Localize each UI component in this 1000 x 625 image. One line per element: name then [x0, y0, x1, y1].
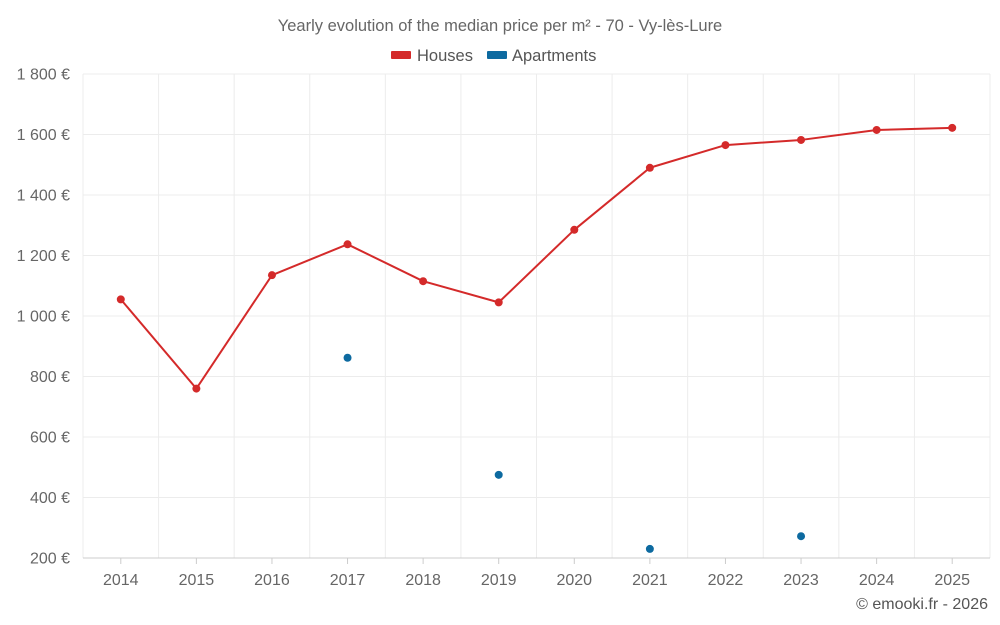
data-point-houses — [267, 271, 276, 280]
plot-area — [116, 123, 957, 553]
data-point-houses — [116, 295, 125, 304]
legend: Houses Apartments — [391, 47, 596, 65]
x-axis: 2014 2015 2016 2017 2018 2019 2020 2021 2022 2023… — [83, 557, 990, 589]
y-tick-label: 1 400 € — [17, 188, 70, 205]
x-tick-label: 2019 — [481, 572, 517, 589]
legend-item-apartments[interactable]: Apartments — [487, 47, 596, 65]
legend-swatch-apartments — [487, 51, 507, 59]
x-tick-label: 2015 — [179, 572, 215, 589]
credit: © emooki.fr - 2026 — [856, 596, 988, 613]
chart-title: Yearly evolution of the median price per… — [278, 17, 723, 35]
y-tick-label: 1 000 € — [17, 309, 70, 326]
x-tick-label: 2023 — [783, 572, 819, 589]
y-tick-label: 1 800 € — [17, 67, 70, 84]
x-tick-label: 2016 — [254, 572, 290, 589]
data-point-houses — [494, 298, 503, 307]
y-tick-label: 800 € — [30, 369, 70, 386]
x-tick-label: 2021 — [632, 572, 668, 589]
x-tick-label: 2014 — [103, 572, 139, 589]
series-line-houses — [120, 126, 953, 390]
x-tick-label: 2025 — [934, 572, 970, 589]
data-point-houses — [645, 163, 654, 172]
data-point-apartments — [797, 532, 806, 541]
data-point-houses — [948, 123, 957, 132]
y-tick-label: 400 € — [30, 490, 70, 507]
data-point-houses — [721, 141, 730, 150]
x-tick-label: 2022 — [708, 572, 744, 589]
y-tick-label: 600 € — [30, 430, 70, 447]
data-point-apartments — [494, 470, 503, 479]
legend-label-apartments: Apartments — [512, 47, 596, 65]
x-tick-label: 2017 — [330, 572, 366, 589]
grid — [82, 73, 991, 558]
data-point-houses — [192, 384, 201, 393]
data-point-houses — [419, 277, 428, 286]
x-tick-label: 2018 — [405, 572, 441, 589]
data-point-apartments — [645, 544, 654, 553]
data-point-houses — [570, 225, 579, 234]
legend-label-houses: Houses — [417, 47, 473, 65]
y-tick-label: 1 200 € — [17, 248, 70, 265]
data-point-houses — [872, 125, 881, 134]
data-point-houses — [343, 240, 352, 249]
y-axis: 200 € 400 € 600 € 800 € 1 000 € 1 200 € 1 400 … — [17, 67, 70, 568]
data-point-houses — [797, 135, 806, 144]
x-tick-label: 2024 — [859, 572, 895, 589]
y-tick-label: 1 600 € — [17, 127, 70, 144]
legend-item-houses[interactable]: Houses — [391, 47, 473, 65]
legend-swatch-houses — [391, 51, 411, 59]
data-point-apartments — [343, 353, 352, 362]
x-tick-label: 2020 — [556, 572, 592, 589]
y-tick-label: 200 € — [30, 551, 70, 568]
